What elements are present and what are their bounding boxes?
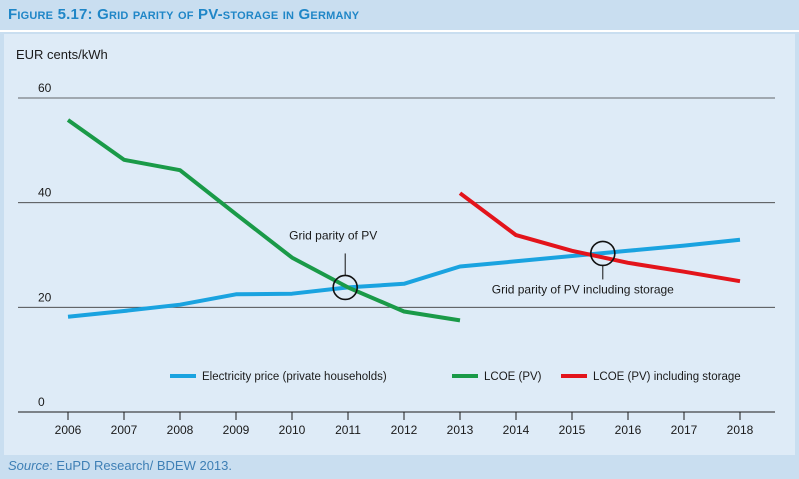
x-tick-label: 2007 bbox=[111, 423, 138, 437]
x-tick-label: 2010 bbox=[279, 423, 306, 437]
x-tick-label: 2008 bbox=[167, 423, 194, 437]
legend-label: LCOE (PV) including storage bbox=[593, 371, 741, 383]
x-tick-label: 2006 bbox=[55, 423, 82, 437]
x-tick-label: 2015 bbox=[559, 423, 586, 437]
x-tick-label: 2016 bbox=[615, 423, 642, 437]
chart-panel: EUR cents/kWh 0 20 40 60 2006 2007 2008 2009 20… bbox=[4, 34, 795, 455]
annotation-label: Grid parity of PV including storage bbox=[492, 282, 674, 296]
x-tick-label: 2011 bbox=[335, 423, 361, 437]
series-lines bbox=[66, 118, 741, 323]
x-tick-label: 2013 bbox=[447, 423, 474, 437]
y-tick-label: 20 bbox=[38, 290, 52, 304]
source-note: Source: EuPD Research/ BDEW 2013. bbox=[8, 458, 232, 473]
x-tick-label: 2012 bbox=[391, 423, 418, 437]
legend-label: Electricity price (private households) bbox=[202, 371, 387, 383]
x-tick-label: 2017 bbox=[671, 423, 698, 437]
series-line-1 bbox=[67, 237, 741, 319]
x-tick-label: 2018 bbox=[727, 423, 754, 437]
y-axis-label: EUR cents/kWh bbox=[16, 47, 108, 62]
y-tick-label: 40 bbox=[38, 186, 52, 200]
series-line-3 bbox=[458, 191, 741, 284]
figure-title: Figure 5.17: Grid parity of PV-storage i… bbox=[8, 6, 360, 23]
y-tick-labels: 0 20 40 60 bbox=[38, 81, 52, 409]
source-text: : EuPD Research/ BDEW 2013. bbox=[49, 458, 233, 473]
x-tick-label: 2009 bbox=[223, 423, 250, 437]
x-axis: 2006 2007 2008 2009 2010 2011 2012 2013 2014 2015… bbox=[18, 411, 775, 437]
legend-label: LCOE (PV) bbox=[484, 371, 542, 383]
y-tick-label: 60 bbox=[38, 81, 52, 95]
x-tick-label: 2014 bbox=[503, 423, 530, 437]
title-divider bbox=[0, 30, 799, 32]
source-label: Source bbox=[8, 458, 50, 473]
annotation-label: Grid parity of PV bbox=[289, 228, 377, 242]
y-tick-label: 0 bbox=[38, 395, 45, 409]
series-line-2 bbox=[66, 118, 461, 323]
legend: Electricity price (private households) LC… bbox=[170, 371, 741, 383]
gridlines bbox=[18, 97, 775, 308]
annotations: Grid parity of PV Grid parity of PV inclu… bbox=[289, 228, 674, 301]
